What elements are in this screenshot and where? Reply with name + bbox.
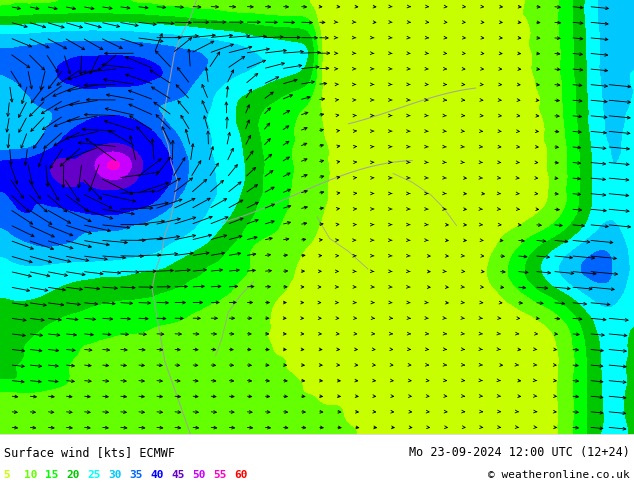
Text: 55: 55 <box>213 470 226 480</box>
Text: 25: 25 <box>87 470 101 480</box>
Text: Mo 23-09-2024 12:00 UTC (12+24): Mo 23-09-2024 12:00 UTC (12+24) <box>409 446 630 459</box>
Text: 60: 60 <box>234 470 247 480</box>
Text: Surface wind [kts] ECMWF: Surface wind [kts] ECMWF <box>4 446 175 459</box>
Text: © weatheronline.co.uk: © weatheronline.co.uk <box>488 470 630 480</box>
Text: 50: 50 <box>192 470 205 480</box>
Text: 45: 45 <box>171 470 184 480</box>
Text: 5: 5 <box>3 470 10 480</box>
Text: 40: 40 <box>150 470 164 480</box>
Text: 35: 35 <box>129 470 143 480</box>
Text: 20: 20 <box>66 470 79 480</box>
Text: 10: 10 <box>24 470 37 480</box>
Text: 15: 15 <box>45 470 58 480</box>
Text: 30: 30 <box>108 470 122 480</box>
